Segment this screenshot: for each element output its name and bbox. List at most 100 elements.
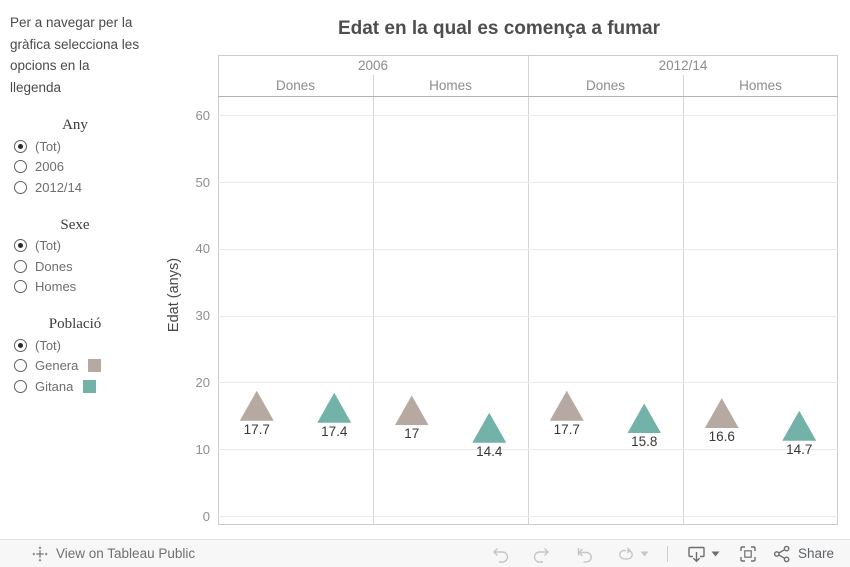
radio-option-dones[interactable]: Dones bbox=[0, 256, 160, 277]
column-header-sex-2012-14-homes: Homes bbox=[739, 78, 782, 93]
legend-list: Any (Tot) 2006 2012/14 Sexe (Tot) Dones Homes Po… bbox=[0, 115, 160, 397]
radio-selected-icon bbox=[14, 338, 27, 352]
column-header-underline bbox=[218, 96, 838, 97]
radio-unselected-icon bbox=[14, 259, 27, 273]
radio-option-tot[interactable]: (Tot) bbox=[0, 236, 160, 257]
gridline-y30 bbox=[218, 315, 838, 317]
legend-title-sexe: Sexe bbox=[60, 216, 90, 233]
triangle-up-glyph bbox=[704, 398, 739, 429]
y-tick-label-30: 30 bbox=[195, 308, 210, 324]
redo-button[interactable] bbox=[532, 544, 552, 564]
triangle-mark-2012-14-dones-genera[interactable] bbox=[549, 390, 584, 421]
column-header-year-2006: 2006 bbox=[357, 58, 389, 73]
gridline-y20 bbox=[218, 382, 838, 384]
column-header-sex-2006-dones: Dones bbox=[275, 78, 316, 93]
chart-region: Edat en la qual es comença a fumar Edat … bbox=[160, 0, 850, 539]
triangle-mark-2006-dones-gitana[interactable] bbox=[317, 392, 352, 423]
share-label: Share bbox=[797, 546, 834, 561]
sex-panel-divider bbox=[373, 75, 374, 525]
tableau-toolbar: View on Tableau Public bbox=[0, 539, 850, 567]
gridline-y40 bbox=[218, 248, 838, 250]
radio-option-gitana[interactable]: Gitana bbox=[0, 376, 160, 397]
radio-option-genera[interactable]: Genera bbox=[0, 356, 160, 377]
radio-option-label: Gitana bbox=[35, 378, 74, 394]
triangle-mark-2006-dones-genera[interactable] bbox=[239, 390, 274, 421]
toolbar-divider bbox=[666, 545, 668, 562]
refresh-button[interactable] bbox=[616, 544, 649, 564]
revert-button[interactable] bbox=[574, 544, 594, 564]
sex-panel-divider bbox=[683, 75, 684, 525]
share-icon bbox=[772, 544, 792, 564]
mark-value-label: 14.7 bbox=[786, 441, 813, 457]
radio-option-2006[interactable]: 2006 bbox=[0, 157, 160, 178]
legend-swatch-genera bbox=[88, 359, 102, 373]
revert-icon bbox=[574, 544, 594, 564]
triangle-mark-2006-homes-gitana[interactable] bbox=[472, 412, 507, 443]
undo-button[interactable] bbox=[490, 544, 510, 564]
triangle-mark-2012-14-dones-gitana[interactable] bbox=[627, 403, 662, 434]
mark-value-label: 17.7 bbox=[553, 421, 580, 437]
refresh-icon bbox=[616, 544, 636, 564]
y-tick-label-50: 50 bbox=[195, 174, 210, 190]
radio-option-label: 2006 bbox=[35, 159, 64, 175]
tableau-logo-icon bbox=[32, 546, 48, 562]
mark-value-label: 17 bbox=[404, 426, 420, 442]
radio-option-label: Genera bbox=[35, 358, 79, 374]
radio-unselected-icon bbox=[14, 180, 27, 194]
legend-group-any: Any (Tot) 2006 2012/14 bbox=[0, 115, 160, 198]
legend-sidebar: Per a navegar per la gràfica selecciona … bbox=[0, 0, 160, 539]
download-icon bbox=[686, 544, 707, 564]
legend-group-poblaci: Població (Tot) Genera Gitana bbox=[0, 314, 160, 397]
column-header-sex-2012-14-dones: Dones bbox=[585, 78, 626, 93]
fullscreen-button[interactable] bbox=[738, 544, 758, 564]
radio-option-label: 2012/14 bbox=[35, 179, 82, 195]
undo-icon bbox=[490, 544, 510, 564]
fullscreen-icon bbox=[738, 544, 758, 564]
download-button[interactable] bbox=[686, 544, 720, 564]
radio-option-2012-14[interactable]: 2012/14 bbox=[0, 177, 160, 198]
triangle-mark-2006-homes-genera[interactable] bbox=[394, 395, 429, 426]
column-header-year-2012-14: 2012/14 bbox=[658, 58, 708, 73]
y-tick-label-20: 20 bbox=[195, 374, 210, 390]
legend-title-any: Any bbox=[62, 117, 88, 133]
legend-instructions: Per a navegar per la gràfica selecciona … bbox=[10, 15, 140, 95]
redo-icon bbox=[532, 544, 552, 564]
mark-value-label: 17.4 bbox=[321, 423, 348, 439]
y-tick-label-10: 10 bbox=[195, 441, 210, 457]
triangle-mark-2012-14-homes-gitana[interactable] bbox=[782, 410, 817, 441]
radio-option-tot[interactable]: (Tot) bbox=[0, 136, 160, 157]
column-header-sex-2006-homes: Homes bbox=[429, 78, 472, 93]
y-tick-label-0: 0 bbox=[202, 508, 210, 524]
share-button[interactable]: Share bbox=[772, 544, 834, 564]
mark-value-label: 17.7 bbox=[243, 421, 270, 437]
triangle-up-glyph bbox=[782, 410, 817, 441]
mark-value-label: 15.8 bbox=[631, 434, 658, 450]
gridline-y60 bbox=[218, 115, 838, 117]
legend-title-poblaci: Població bbox=[48, 316, 102, 332]
plot-area: 17.7 17.4 17 14.4 17.7 15.8 16.6 14.7 bbox=[218, 96, 838, 525]
triangle-mark-2012-14-homes-genera[interactable] bbox=[704, 398, 739, 429]
gridline-y10 bbox=[218, 449, 838, 451]
gridline-y50 bbox=[218, 182, 838, 183]
view-on-tableau-public-label: View on Tableau Public bbox=[56, 546, 196, 561]
triangle-up-glyph bbox=[317, 392, 352, 423]
triangle-up-glyph bbox=[394, 395, 429, 426]
triangle-up-glyph bbox=[472, 412, 507, 443]
y-tick-label-60: 60 bbox=[195, 107, 210, 123]
triangle-up-glyph bbox=[627, 403, 662, 434]
download-caret-icon bbox=[711, 551, 720, 557]
gridline-y0 bbox=[218, 516, 838, 517]
radio-option-label: (Tot) bbox=[35, 337, 61, 353]
radio-option-tot[interactable]: (Tot) bbox=[0, 335, 160, 356]
legend-swatch-gitana bbox=[83, 379, 97, 393]
radio-unselected-icon bbox=[14, 160, 27, 174]
triangle-up-glyph bbox=[239, 390, 274, 421]
radio-option-label: (Tot) bbox=[35, 138, 61, 154]
chart-title: Edat en la qual es comença a fumar bbox=[337, 18, 661, 39]
view-on-tableau-public-link[interactable]: View on Tableau Public bbox=[32, 546, 195, 562]
mark-value-label: 16.6 bbox=[708, 429, 735, 445]
mark-value-label: 14.4 bbox=[476, 443, 503, 459]
radio-option-homes[interactable]: Homes bbox=[0, 277, 160, 298]
radio-selected-icon bbox=[14, 239, 27, 253]
